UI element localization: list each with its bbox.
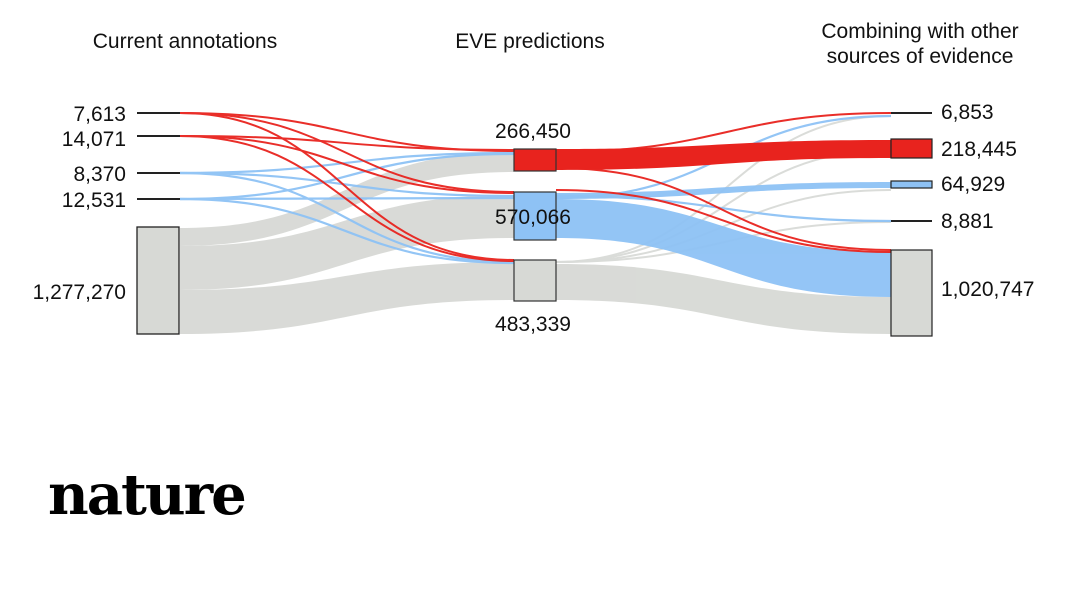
benign-strand-a	[179, 151, 515, 175]
right-label-64929: 64,929	[941, 173, 1005, 196]
flow-benign-to-right-likely-benign	[556, 182, 891, 199]
flow-benign-to-right-uncertain	[556, 199, 891, 297]
right-node-likely-pathogenic	[890, 138, 933, 159]
strand-3	[555, 189, 892, 263]
left-node-uncertain	[136, 226, 180, 335]
pathogenic-bands	[556, 140, 891, 170]
right-label-218445: 218,445	[941, 138, 1017, 161]
benign-strand-d	[179, 152, 515, 201]
path-strand-6	[179, 135, 515, 262]
left-labels: 7,613 14,071 8,370 12,531 1,277,270	[33, 103, 126, 304]
left-nodes	[136, 112, 180, 335]
right-label-1020747: 1,020,747	[941, 278, 1034, 301]
path-strand-4	[179, 135, 515, 151]
column-title-eve-predictions: EVE predictions	[455, 30, 605, 53]
right-labels: 6,853 218,445 64,929 8,881 1,020,747	[941, 101, 1034, 301]
flow-mid-uncertain-to-right-uncertain	[556, 264, 891, 334]
benign-strand-f	[179, 197, 515, 265]
column-title-current-annotations: Current annotations	[92, 30, 278, 53]
middle-label-266450: 266,450	[495, 120, 571, 143]
left-label-12531: 12,531	[62, 189, 126, 212]
flow-pathogenic-to-right-likely-pathogenic	[556, 140, 891, 170]
left-label-14071: 14,071	[62, 128, 126, 151]
flow-uncertain-to-uncertain	[180, 262, 514, 334]
left-label-1277270: 1,277,270	[33, 281, 126, 304]
middle-label-570066: 570,066	[495, 206, 571, 229]
column-title-combining-evidence: Combining with other sources of evidence	[821, 20, 1019, 68]
benign-bands	[556, 182, 891, 297]
middle-label-483339: 483,339	[495, 313, 571, 336]
path-strand-8	[555, 167, 892, 251]
path-strand-9	[555, 189, 892, 253]
benign-strand-c	[179, 171, 515, 264]
right-node-uncertain	[890, 249, 933, 337]
path-strand-5	[179, 135, 515, 194]
left-label-7613: 7,613	[73, 103, 126, 126]
left-label-8370: 8,370	[73, 163, 126, 186]
path-strand-2	[179, 112, 515, 193]
right-node-likely-benign	[890, 180, 933, 189]
middle-node-uncertain	[513, 259, 557, 302]
right-label-6853: 6,853	[941, 101, 994, 124]
right-label-8881: 8,881	[941, 210, 994, 233]
benign-strand-b	[179, 171, 515, 198]
middle-nodes	[513, 148, 557, 302]
flow-uncertain-to-benign	[180, 195, 514, 290]
right-nodes	[890, 112, 933, 337]
nature-logo: nature	[48, 462, 247, 528]
middle-labels: 266,450 570,066 483,339	[495, 120, 571, 336]
middle-node-pathogenic	[513, 148, 557, 172]
path-strand-3	[179, 112, 515, 261]
middle-node-benign	[513, 191, 557, 241]
